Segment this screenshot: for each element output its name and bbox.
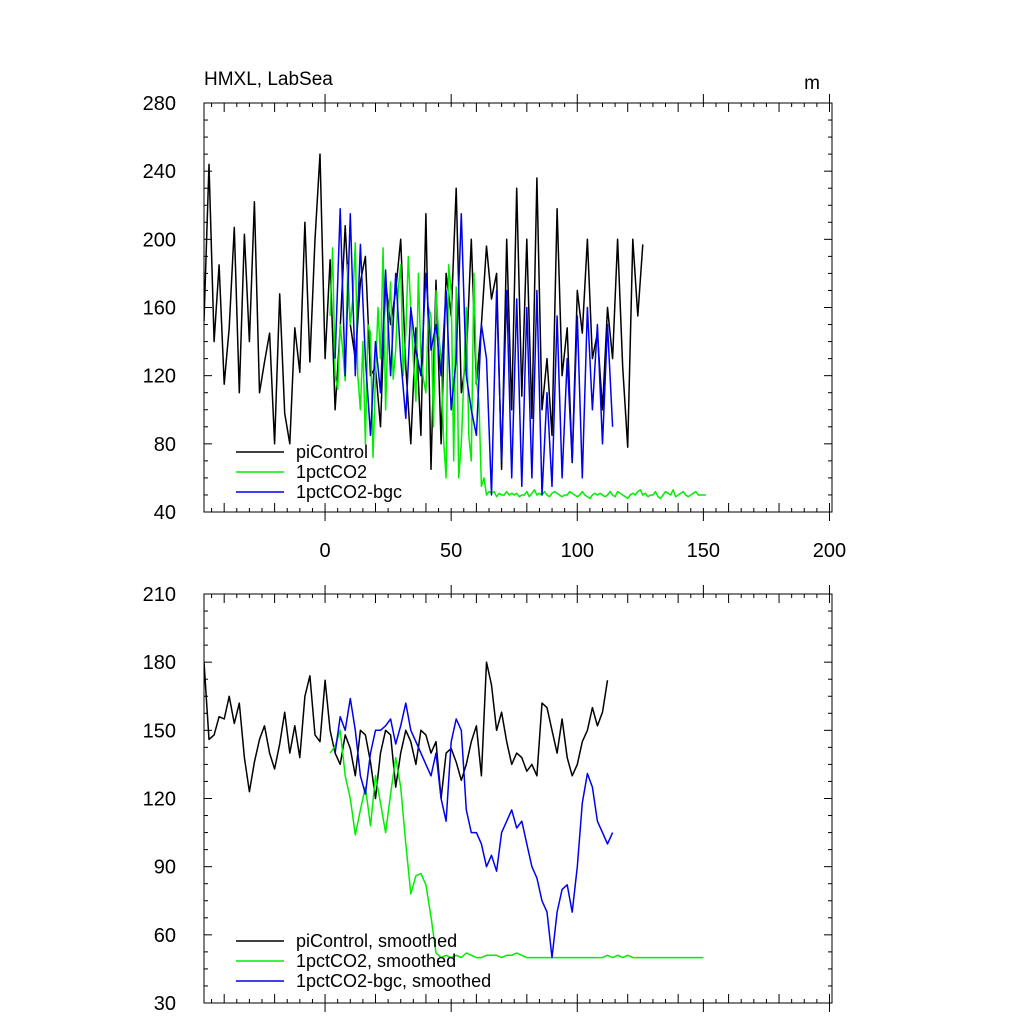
x-tick-label: 200: [813, 540, 846, 562]
legend-label-1: piControl: [296, 442, 368, 462]
y-tick-label: 180: [143, 652, 176, 674]
series-lines: [204, 153, 706, 500]
x-tick-label: 50: [440, 540, 462, 562]
x-tick-label: 150: [687, 540, 720, 562]
chart-title: HMXL, LabSea: [204, 69, 333, 90]
series-line-2: [329, 241, 706, 500]
y-tick-label: 30: [154, 993, 176, 1015]
legend-label-2: 1pctCO2, smoothed: [296, 951, 456, 971]
y-tick-label: 240: [143, 161, 176, 183]
y-tick-label: 40: [154, 502, 176, 524]
legend-label-3: 1pctCO2-bgc: [296, 482, 402, 502]
y-tick-label: 150: [143, 720, 176, 742]
y-tick-label: 120: [143, 366, 176, 388]
x-tick-label: 0: [319, 540, 330, 562]
y-tick-label: 210: [143, 584, 176, 606]
series-line-2: [329, 729, 704, 959]
y-tick-label: 200: [143, 229, 176, 251]
series-line-3: [334, 207, 614, 496]
y-tick-label: 80: [154, 434, 176, 456]
series-line-3: [334, 697, 614, 959]
y-tick-label: 280: [143, 93, 176, 115]
y-tick-label: 160: [143, 298, 176, 320]
legend-label-1: piControl, smoothed: [296, 931, 457, 951]
series-line-1: [204, 661, 609, 800]
legend-label-3: 1pctCO2-bgc, smoothed: [296, 971, 491, 991]
y-tick-label: 120: [143, 789, 176, 811]
panel-1: 40 80 120 160 200 240 280 0 50 100 150 200 HMXL, Lab…: [143, 69, 847, 562]
y-tick-label: 60: [154, 925, 176, 947]
legend-label-2: 1pctCO2: [296, 462, 367, 482]
units-label: m: [804, 73, 820, 94]
series-lines: [204, 661, 704, 959]
y-tick-label: 90: [154, 857, 176, 879]
x-tick-label: 100: [561, 540, 594, 562]
